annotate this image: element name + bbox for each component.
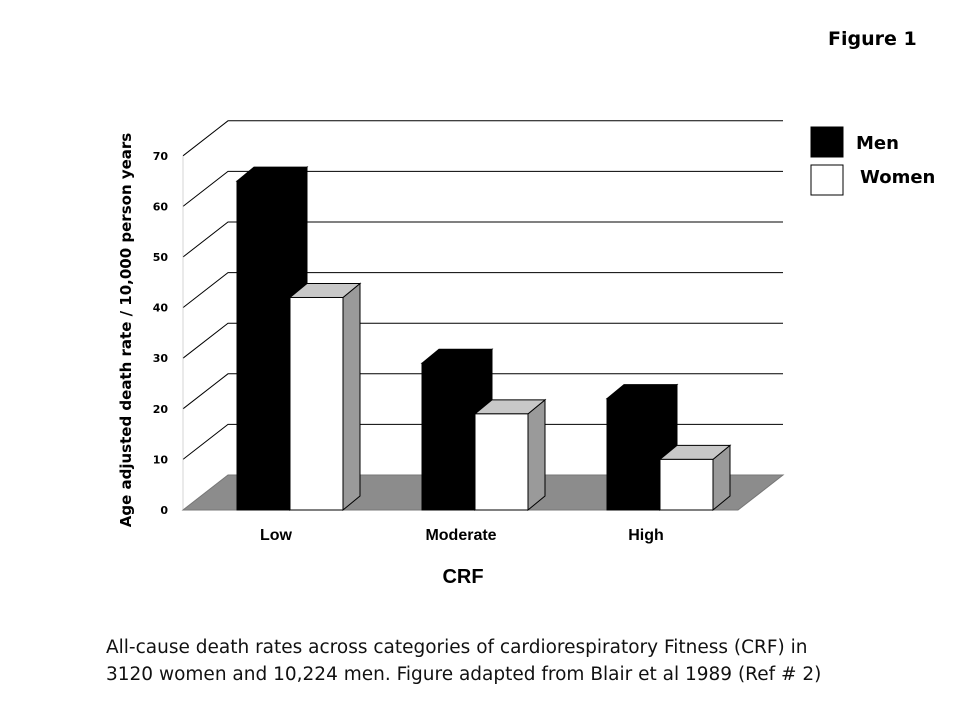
bar-front bbox=[606, 398, 661, 511]
legend-swatch-women bbox=[810, 164, 844, 196]
legend-label-men: Men bbox=[856, 133, 899, 154]
legend: Men Women bbox=[810, 126, 935, 196]
y-tick-label: 60 bbox=[153, 200, 169, 213]
bar-women-low bbox=[288, 282, 362, 512]
legend-swatch-men bbox=[810, 126, 844, 158]
bars bbox=[235, 166, 732, 512]
caption-line-2: 3120 women and 10,224 men. Figure adapte… bbox=[106, 664, 822, 685]
bar-front bbox=[236, 180, 291, 511]
figure-label: Figure 1 bbox=[828, 28, 917, 50]
gridline bbox=[182, 322, 783, 359]
gridline bbox=[182, 423, 783, 460]
gridline bbox=[182, 221, 783, 258]
gridline bbox=[182, 120, 783, 157]
x-axis-ticks: Low Moderate High bbox=[260, 527, 664, 544]
gridline bbox=[182, 272, 783, 308]
legend-label-women: Women bbox=[860, 167, 935, 188]
gridlines bbox=[182, 120, 783, 510]
y-axis-ticks: 0 10 20 30 40 50 60 70 bbox=[153, 150, 169, 517]
x-tick-label: Low bbox=[260, 527, 293, 544]
y-tick-label: 50 bbox=[153, 251, 169, 264]
bar-chart: 0 10 20 30 40 50 60 70 Low Moderate High Age adju… bbox=[117, 120, 935, 588]
y-tick-label: 30 bbox=[153, 352, 169, 365]
gridline bbox=[182, 373, 783, 410]
bar-front bbox=[421, 362, 476, 511]
x-tick-label: Moderate bbox=[425, 527, 496, 544]
y-tick-label: 20 bbox=[153, 403, 169, 416]
figure-caption: All-cause death rates across categories … bbox=[106, 634, 926, 688]
bar-side bbox=[527, 398, 546, 512]
y-tick-label: 40 bbox=[153, 302, 169, 315]
y-tick-label: 10 bbox=[153, 453, 169, 466]
bar-front bbox=[289, 296, 344, 511]
x-tick-label: High bbox=[628, 527, 664, 544]
gridline bbox=[182, 170, 783, 207]
bar-women-moderate bbox=[473, 398, 547, 512]
bar-men-high bbox=[605, 383, 679, 512]
x-axis-title: CRF bbox=[442, 566, 483, 588]
y-tick-label: 70 bbox=[153, 150, 169, 163]
y-tick-label: 0 bbox=[160, 504, 168, 517]
bar-front bbox=[474, 413, 529, 511]
bar-front bbox=[659, 458, 714, 511]
bar-women-high bbox=[658, 444, 732, 512]
bar-side bbox=[342, 282, 361, 512]
caption-line-1: All-cause death rates across categories … bbox=[106, 637, 808, 658]
y-axis-title: Age adjusted death rate / 10,000 person … bbox=[117, 133, 135, 528]
